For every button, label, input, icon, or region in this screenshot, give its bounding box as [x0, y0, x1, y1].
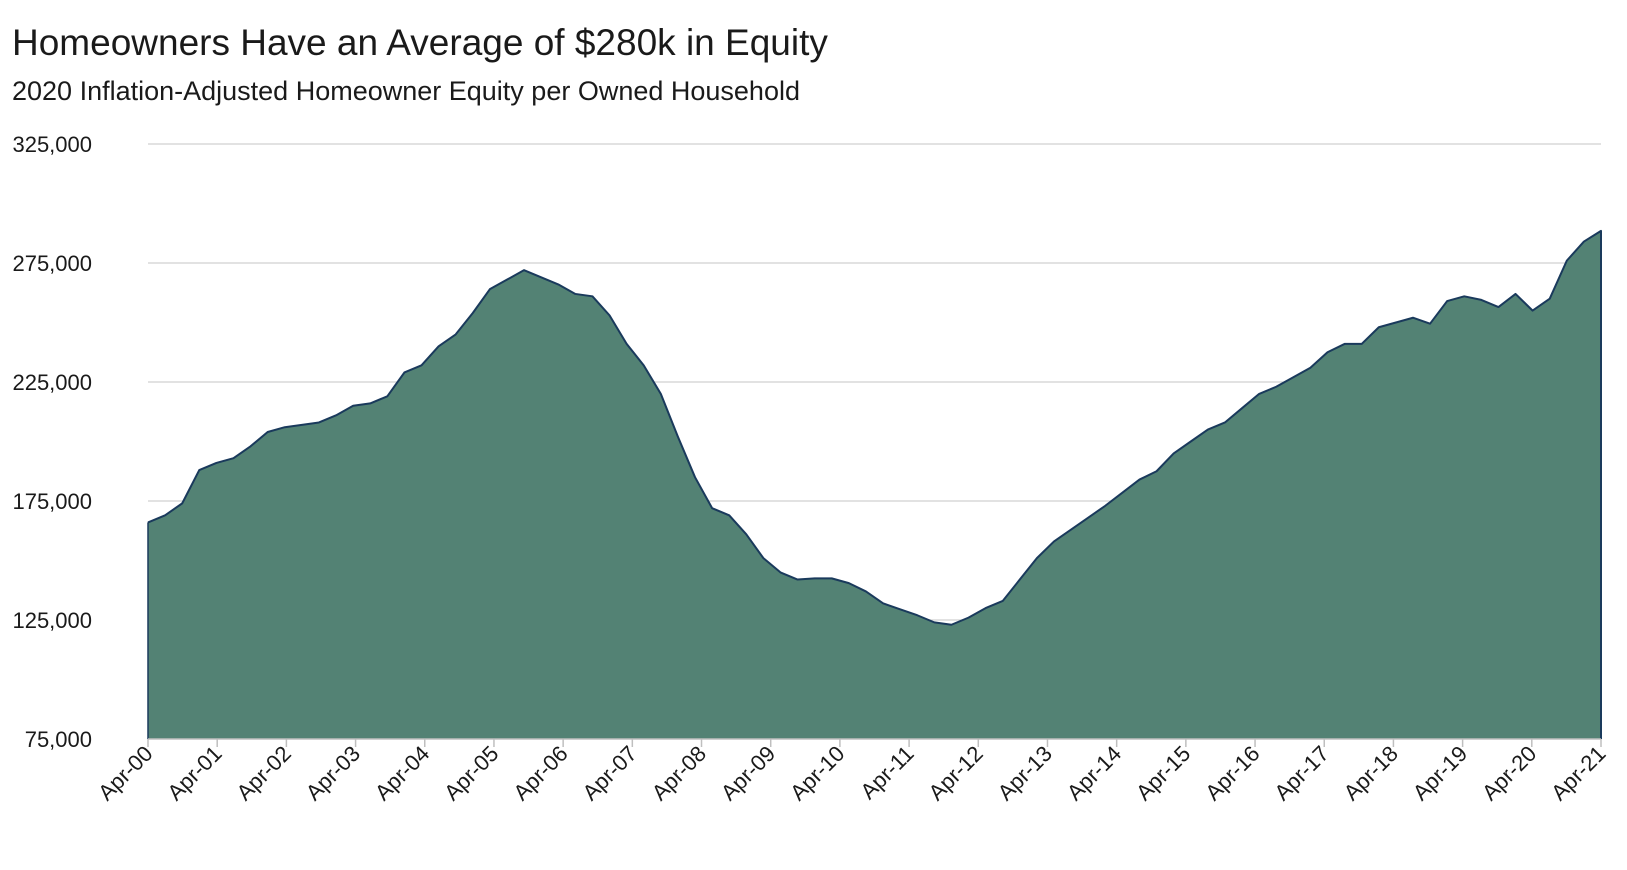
x-tick-label: Apr-19: [1408, 741, 1472, 805]
x-tick-label: Apr-04: [370, 741, 434, 805]
y-tick-label: 75,000: [25, 727, 92, 752]
x-tick-label: Apr-13: [993, 741, 1057, 805]
y-axis: 75,000 125,000 175,000 225,000 275,000 325,00…: [12, 132, 92, 752]
x-tick-label: Apr-18: [1339, 741, 1403, 805]
x-tick-label: Apr-16: [1200, 741, 1264, 805]
chart-subtitle: 2020 Inflation-Adjusted Homeowner Equity…: [12, 76, 800, 106]
x-tick-label: Apr-01: [162, 741, 226, 805]
y-tick-label: 175,000: [12, 489, 92, 514]
x-axis-labels: Apr-00 Apr-01 Apr-02 Apr-03 Apr-04 Apr-05 Apr-…: [93, 739, 1611, 805]
y-tick-label: 225,000: [12, 370, 92, 395]
x-tick-label: Apr-20: [1477, 741, 1541, 805]
y-tick-label: 125,000: [12, 608, 92, 633]
equity-line: [147, 229, 1602, 739]
x-tick-label: Apr-12: [923, 741, 987, 805]
x-tick-label: Apr-17: [1269, 741, 1333, 805]
x-tick-label: Apr-06: [508, 741, 572, 805]
x-tick-label: Apr-08: [647, 741, 711, 805]
x-tick-label: Apr-02: [232, 741, 296, 805]
x-tick-label: Apr-05: [439, 741, 503, 805]
x-tick-label: Apr-15: [1131, 741, 1195, 805]
x-tick-label: Apr-21: [1546, 741, 1610, 805]
x-tick-label: Apr-03: [301, 741, 365, 805]
chart-title: Homeowners Have an Average of $280k in E…: [12, 22, 828, 63]
x-tick-label: Apr-10: [785, 741, 849, 805]
x-tick-label: Apr-07: [577, 741, 641, 805]
equity-area: [148, 230, 1601, 739]
x-tick-label: Apr-11: [855, 741, 918, 804]
y-tick-label: 325,000: [12, 132, 92, 157]
x-tick-label: Apr-14: [1062, 741, 1126, 805]
x-tick-label: Apr-09: [716, 741, 780, 805]
x-tick-label: Apr-00: [93, 741, 157, 805]
plot-area: [147, 229, 1602, 739]
y-tick-label: 275,000: [12, 251, 92, 276]
